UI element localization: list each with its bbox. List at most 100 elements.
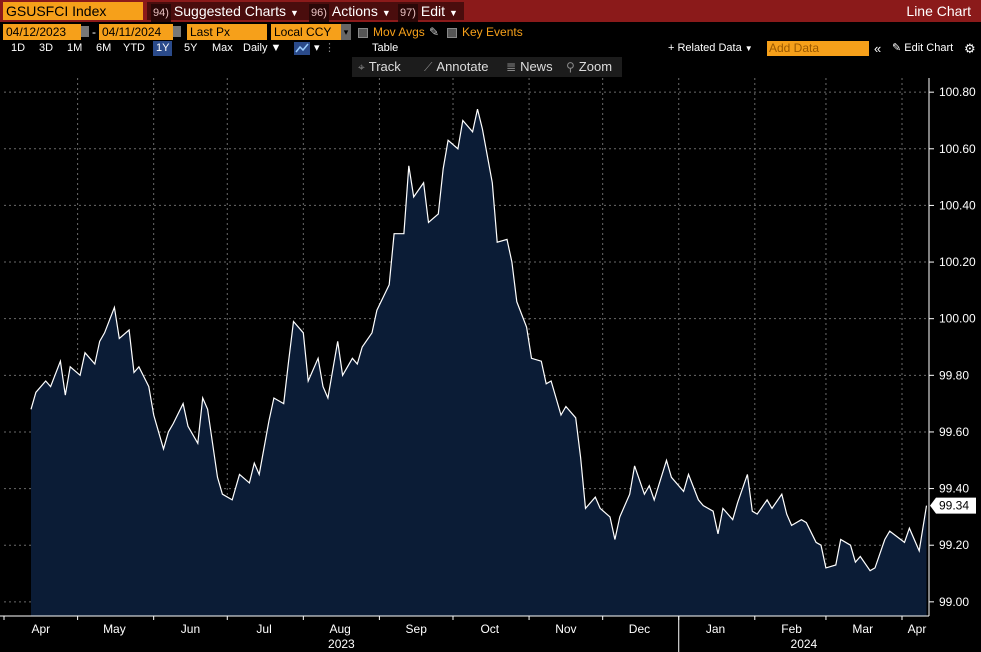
start-date-field[interactable]: 04/12/2023 (3, 24, 81, 40)
calendar-icon[interactable] (81, 26, 89, 37)
x-tick-label: Jul (256, 622, 271, 636)
zoom-icon: ⚲ (566, 60, 575, 74)
x-tick-label: Jan (706, 622, 725, 636)
key-events-label[interactable]: Key Events (462, 25, 523, 39)
last-value-label: 99.34 (930, 497, 976, 514)
year-label: 2023 (328, 637, 355, 651)
menu-label: Edit (420, 3, 446, 19)
y-tick-label: 99.80 (939, 368, 969, 382)
menu-label: Actions (331, 3, 378, 19)
period-6m[interactable]: 6M (96, 42, 112, 54)
period-max[interactable]: Max (212, 42, 233, 54)
series-area (31, 109, 927, 616)
x-tick-label: Feb (781, 622, 802, 636)
ticker-field[interactable]: GSUSFCI Index (3, 2, 143, 20)
x-tick-label: Mar (852, 622, 873, 636)
gear-icon[interactable]: ⚙ (964, 41, 976, 56)
y-tick-label: 100.60 (939, 142, 976, 156)
annotate-tool[interactable]: ⟋ Annotate (424, 57, 488, 77)
caret-down-icon: ▼ (381, 8, 391, 18)
edit-chart-label: Edit Chart (904, 42, 954, 54)
chart-toolbar: ⌖ Track ⟋ Annotate ≣ News ⚲ Zoom (352, 57, 622, 77)
edit-menu[interactable]: 97) Edit ▼ (394, 2, 464, 22)
calendar-icon[interactable] (173, 26, 181, 37)
period-5y[interactable]: 5Y (184, 42, 198, 54)
x-tick-label: Aug (329, 622, 350, 636)
y-tick-label: 100.80 (939, 85, 976, 99)
chevron-down-icon[interactable]: ▾ (341, 24, 351, 40)
period-ytd[interactable]: YTD (123, 42, 145, 54)
related-data-label: + Related Data (668, 42, 742, 54)
x-tick-label: Apr (31, 622, 50, 636)
suggested-charts-menu[interactable]: 94) Suggested Charts ▼ (147, 2, 305, 22)
period-1y[interactable]: 1Y (153, 41, 173, 56)
collapse-icon[interactable]: « (874, 41, 882, 56)
zoom-tool[interactable]: ⚲ Zoom (566, 57, 612, 77)
price-field-select[interactable]: Last Px (187, 24, 267, 40)
x-tick-label: Nov (555, 622, 576, 636)
last-value-box (930, 497, 976, 514)
caret-down-icon: ▼ (270, 42, 282, 54)
x-tick-label: Jun (181, 622, 200, 636)
annotate-label: Annotate (436, 59, 489, 74)
related-data-button[interactable]: + Related Data ▼ (668, 41, 753, 56)
line-chart-icon[interactable] (294, 42, 310, 55)
table-button[interactable]: Table (372, 42, 399, 54)
menu-number: 96) (309, 4, 329, 22)
x-tick-label: Oct (480, 622, 499, 636)
news-label: News (520, 59, 553, 74)
annotate-icon: ⟋ (424, 60, 433, 74)
x-tick-label: May (103, 622, 126, 636)
frequency-select[interactable]: Daily ▼ (243, 41, 281, 56)
more-icon[interactable]: ⋮ (324, 42, 335, 54)
y-tick-label: 100.00 (939, 312, 976, 326)
track-tool[interactable]: ⌖ Track (358, 57, 401, 77)
y-tick-label: 100.20 (939, 255, 976, 269)
caret-down-icon: ▼ (449, 8, 458, 18)
currency-select[interactable]: Local CCY (271, 24, 341, 40)
track-label: Track (368, 59, 401, 74)
year-label: 2024 (791, 637, 818, 651)
menu-number: 94) (151, 4, 171, 22)
x-tick-label: Dec (629, 622, 650, 636)
pencil-icon: ✎ (892, 42, 902, 54)
y-tick-label: 99.60 (939, 425, 969, 439)
zoom-label: Zoom (578, 59, 613, 74)
pencil-icon[interactable]: ✎ (429, 25, 440, 39)
actions-menu[interactable]: 96) Actions ▼ (305, 2, 397, 22)
chevron-down-icon[interactable]: ▾ (314, 42, 320, 54)
y-tick-label: 100.40 (939, 198, 976, 212)
crosshair-icon: ⌖ (358, 60, 365, 74)
mov-avgs-label[interactable]: Mov Avgs (373, 25, 425, 39)
period-1m[interactable]: 1M (67, 42, 83, 54)
news-tool[interactable]: ≣ News (506, 57, 553, 77)
period-bar: 1D 3D 1M 6M YTD 1Y 5Y Max Daily ▼ ▾ ⋮ Ta… (0, 41, 981, 57)
end-date-field[interactable]: 04/11/2024 (99, 24, 173, 40)
news-icon: ≣ (506, 60, 517, 74)
date-controls: 04/12/2023 - 04/11/2024 Last Px Local CC… (0, 24, 981, 41)
menu-label: Suggested Charts (173, 3, 286, 19)
period-1d[interactable]: 1D (11, 42, 26, 54)
chart-type-label: Line Chart (906, 3, 971, 19)
date-separator: - (92, 25, 96, 39)
y-tick-label: 99.20 (939, 538, 969, 552)
x-tick-label: Sep (406, 622, 428, 636)
caret-down-icon: ▼ (289, 8, 299, 18)
title-bar: GSUSFCI Index 94) Suggested Charts ▼ 96) Ac… (0, 0, 981, 22)
y-tick-label: 99.00 (939, 595, 969, 609)
x-tick-label: Apr (908, 622, 927, 636)
menu-number: 97) (398, 4, 418, 22)
period-3d[interactable]: 3D (39, 42, 54, 54)
add-data-input[interactable]: Add Data (767, 41, 869, 56)
caret-down-icon: ▼ (744, 44, 753, 53)
y-tick-label: 99.40 (939, 482, 969, 496)
frequency-label: Daily (243, 42, 268, 54)
y-axis: 99.00 99.20 99.40 99.60 99.80 100.00 100.20 100… (928, 78, 976, 616)
edit-chart-button[interactable]: ✎ Edit Chart (892, 41, 953, 56)
mov-avgs-checkbox[interactable] (358, 28, 368, 38)
x-axis: Apr May Jun Jul Aug Sep Oct Nov Dec Jan Feb Mar Apr 2… (0, 615, 929, 652)
key-events-checkbox[interactable] (447, 28, 457, 38)
series-line (30, 108, 928, 572)
last-value-text: 99.34 (939, 499, 969, 513)
